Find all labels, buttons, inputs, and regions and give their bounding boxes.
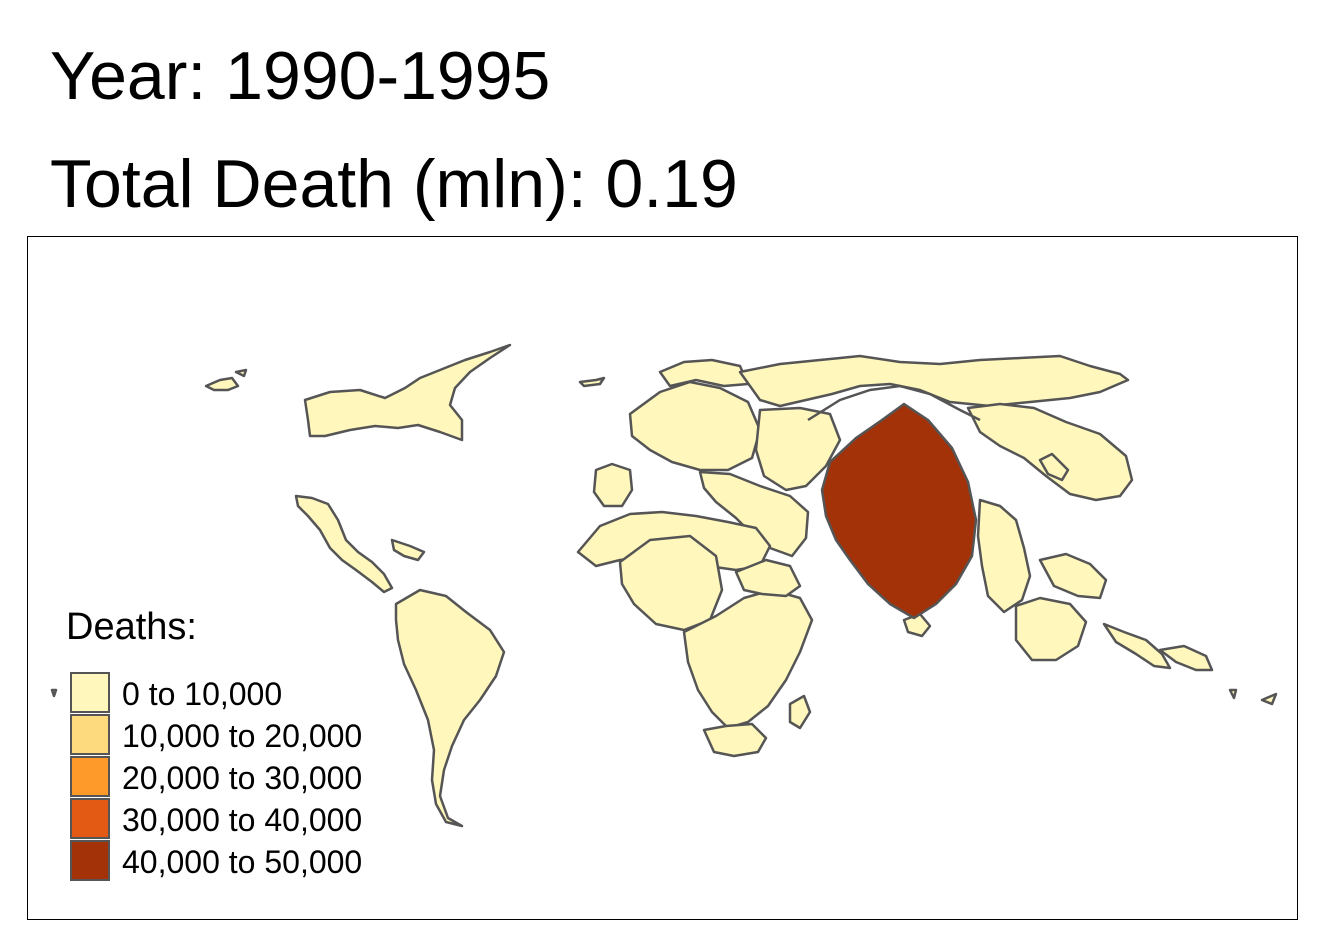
legend-label-4: 40,000 to 50,000 xyxy=(122,844,363,880)
region-central-asia xyxy=(754,406,842,492)
legend-label-0: 0 to 10,000 xyxy=(122,676,283,712)
region-arctic-island xyxy=(234,368,248,378)
map-frame xyxy=(27,236,1298,920)
region-nz xyxy=(1260,692,1278,706)
region-india xyxy=(820,402,978,620)
region-southern-africa xyxy=(702,722,768,758)
legend-swatch-2 xyxy=(70,756,110,797)
legend-swatch-3 xyxy=(70,798,110,839)
legend-label-2: 20,000 to 30,000 xyxy=(122,760,363,796)
region-japan xyxy=(1038,452,1070,482)
region-russia xyxy=(738,354,1130,408)
region-new-guinea xyxy=(1158,644,1214,672)
chart-subtitle: Total Death (mln): 0.19 xyxy=(50,146,738,222)
region-uk xyxy=(592,462,634,508)
region-caribbean xyxy=(390,538,426,562)
region-ethiopia-east-africa xyxy=(734,558,802,598)
region-south-america xyxy=(394,588,506,828)
region-australia-pacific xyxy=(1228,688,1238,700)
region-mexico-central-america xyxy=(294,494,394,594)
legend-title: Deaths: xyxy=(66,606,197,648)
region-indonesia xyxy=(1014,596,1088,662)
border-line-asia xyxy=(807,384,981,422)
region-western-europe xyxy=(628,380,762,472)
region-madagascar xyxy=(788,694,812,730)
region-iceland xyxy=(578,376,606,388)
region-southeast-asia xyxy=(976,498,1032,614)
chart-title: Year: 1990-1995 xyxy=(50,38,551,114)
region-small-island-west xyxy=(50,688,58,698)
legend-swatch-0 xyxy=(70,672,110,713)
region-middle-east xyxy=(698,470,810,558)
legend-swatch-4 xyxy=(70,840,110,881)
region-alaska-islands xyxy=(204,376,240,392)
region-scandinavia xyxy=(658,358,750,388)
region-canada-greenland xyxy=(303,343,512,442)
region-philippines xyxy=(1102,622,1172,670)
region-china-korea xyxy=(966,402,1134,502)
legend-label-1: 10,000 to 20,000 xyxy=(122,718,363,754)
region-nigeria-west-africa xyxy=(618,534,724,632)
region-central-africa xyxy=(682,588,814,730)
legend-swatch-1 xyxy=(70,714,110,755)
region-indochina xyxy=(1038,552,1108,600)
legend-label-3: 30,000 to 40,000 xyxy=(122,802,363,838)
